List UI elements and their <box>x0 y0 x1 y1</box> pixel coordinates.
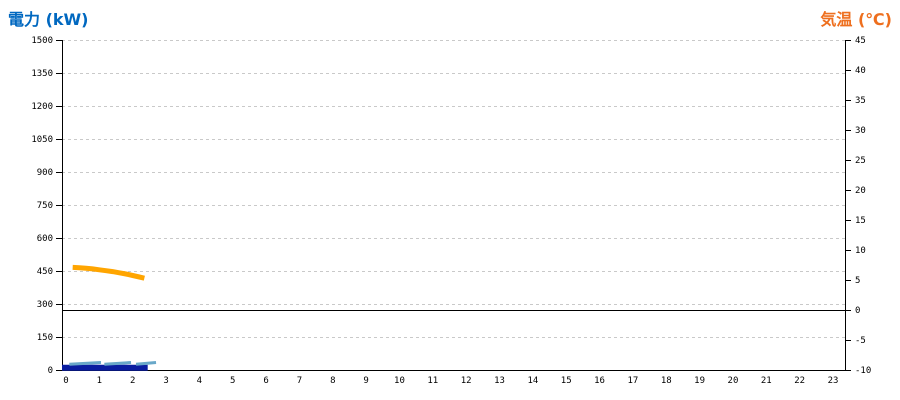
x-tick-label: 21 <box>761 376 772 386</box>
x-tick-label: 18 <box>661 376 672 386</box>
x-tick-label: 10 <box>394 376 405 386</box>
x-tick-label: 9 <box>363 376 368 386</box>
power-dashes-light-blue-segment <box>135 361 157 366</box>
temperature-line <box>72 264 145 281</box>
left-tick-label: 1350 <box>31 69 53 79</box>
right-tick-label: 40 <box>855 66 866 76</box>
left-tick-label: 450 <box>37 267 53 277</box>
left-tick-label: 150 <box>37 333 53 343</box>
x-tick-label: 7 <box>297 376 302 386</box>
x-tick-label: 11 <box>427 376 438 386</box>
x-tick-label: 6 <box>263 376 268 386</box>
x-tick-label: 17 <box>627 376 638 386</box>
x-tick-label: 15 <box>561 376 572 386</box>
x-tick-label: 8 <box>330 376 335 386</box>
right-tick-label: -5 <box>855 336 866 346</box>
x-tick-label: 22 <box>794 376 805 386</box>
left-tick-label: 750 <box>37 201 53 211</box>
right-tick-label: 15 <box>855 216 866 226</box>
x-tick-label: 23 <box>828 376 839 386</box>
right-tick-label: 10 <box>855 246 866 256</box>
x-tick-label: 14 <box>527 376 538 386</box>
right-tick-label: 0 <box>855 306 860 316</box>
right-tick-label: 5 <box>855 276 860 286</box>
left-tick-label: 600 <box>37 234 53 244</box>
x-tick-label: 13 <box>494 376 505 386</box>
right-tick-label: 45 <box>855 36 866 46</box>
left-tick-label: 1500 <box>31 36 53 46</box>
x-tick-label: 20 <box>728 376 739 386</box>
x-tick-label: 12 <box>461 376 472 386</box>
power-dashes-light-blue-segment <box>104 361 132 366</box>
left-tick-label: 300 <box>37 300 53 310</box>
right-tick-label: 35 <box>855 96 866 106</box>
left-tick-label: 1050 <box>31 135 53 145</box>
x-tick-label: 4 <box>197 376 202 386</box>
right-tick-label: -10 <box>855 366 871 376</box>
right-axis-title: 気温 (℃) <box>820 10 892 29</box>
left-tick-label: 0 <box>48 366 53 376</box>
left-axis-title: 電力 (kW) <box>8 10 89 29</box>
x-tick-label: 19 <box>694 376 705 386</box>
x-tick-label: 0 <box>63 376 68 386</box>
x-tick-label: 1 <box>97 376 102 386</box>
x-tick-label: 2 <box>130 376 135 386</box>
left-tick-label: 900 <box>37 168 53 178</box>
right-tick-label: 25 <box>855 156 866 166</box>
x-tick-label: 16 <box>594 376 605 386</box>
x-tick-label: 5 <box>230 376 235 386</box>
right-tick-label: 30 <box>855 126 866 136</box>
right-tick-label: 20 <box>855 186 866 196</box>
x-tick-label: 3 <box>163 376 168 386</box>
power-dashes-light-blue-segment <box>69 361 102 366</box>
left-tick-label: 1200 <box>31 102 53 112</box>
